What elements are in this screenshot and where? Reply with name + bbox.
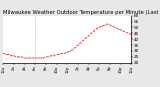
Text: Milwaukee Weather Outdoor Temperature per Minute (Last 24 Hours): Milwaukee Weather Outdoor Temperature pe… [3, 10, 160, 15]
